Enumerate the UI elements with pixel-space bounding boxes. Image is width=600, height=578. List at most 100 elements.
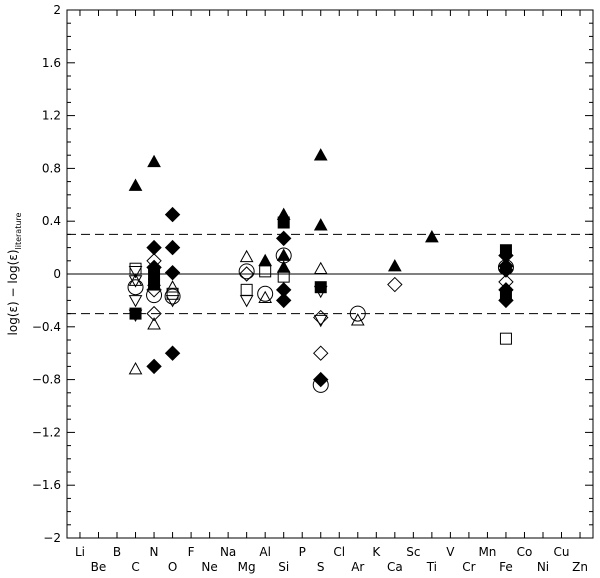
x-tick-label: Al: [259, 545, 271, 559]
y-axis-label-main: log(ε) − log(ε): [6, 249, 20, 335]
data-point-circle-open: [349, 305, 366, 322]
data-point-circle-open: [257, 285, 274, 302]
x-tick-label: S: [317, 560, 325, 574]
data-point-diamond-filled: [164, 239, 181, 256]
data-point-diamond-filled: [164, 264, 181, 281]
data-point-circle-open: [238, 263, 255, 280]
data-point-tri-up-filled: [276, 260, 291, 273]
y-tick-label: 0: [53, 267, 61, 281]
data-point-tri-down-open: [165, 295, 180, 308]
reference-lines: [67, 233, 593, 315]
data-point-tri-up-open: [350, 313, 365, 326]
data-point-circle-open: [312, 376, 329, 393]
data-point-tri-down-open: [128, 275, 143, 288]
data-point-tri-up-open: [165, 280, 180, 293]
data-point-square-filled: [148, 278, 161, 291]
data-point-square-open: [499, 332, 512, 345]
data-point-square-open: [166, 287, 179, 300]
data-point-circle-open: [127, 279, 144, 296]
data-point-tri-up-filled: [313, 148, 328, 161]
data-point-diamond-open: [146, 305, 162, 322]
x-tick-label: Co: [517, 545, 533, 559]
x-tick-label: Ti: [426, 560, 437, 574]
x-tick-label: Ca: [387, 560, 403, 574]
x-tick-label: Na: [220, 545, 236, 559]
data-point-tri-up-open: [239, 249, 254, 263]
x-tick-label: Cl: [333, 545, 345, 559]
data-point-diamond-filled: [146, 239, 162, 256]
x-tick-label: Fe: [499, 560, 513, 574]
x-tick-label: C: [131, 560, 139, 574]
x-tick-label: B: [113, 545, 121, 559]
data-point-tri-down-open: [313, 314, 328, 328]
y-tick-label: 2: [53, 3, 61, 17]
y-axis: 2 1.6 1.2 0.8 0.4 0 −0.4 −0.8 −1.2 −1.6 −2: [32, 3, 593, 545]
x-tick-label: N: [150, 545, 159, 559]
data-point-diamond-open: [387, 276, 403, 293]
data-point-diamond-filled: [146, 358, 162, 375]
data-points: [127, 148, 514, 393]
y-axis-label: log(ε) − log(ε)literature: [6, 212, 23, 335]
data-point-tri-up-open: [128, 362, 143, 375]
data-point-tri-up-filled: [313, 218, 328, 231]
data-point-diamond-filled: [498, 292, 514, 309]
data-point-tri-down-open: [128, 295, 143, 308]
x-tick-label: Cu: [554, 545, 570, 559]
data-point-diamond-filled: [275, 292, 292, 309]
x-tick-label: Cr: [462, 560, 475, 574]
x-tick-label: K: [372, 545, 381, 559]
data-point-square-filled: [277, 216, 290, 229]
data-point-tri-down-open: [128, 266, 143, 279]
x-tick-label: Li: [75, 545, 85, 559]
y-axis-label-subscript: literature: [14, 212, 23, 249]
data-point-tri-up-open: [313, 261, 328, 275]
data-point-diamond-filled: [164, 206, 181, 223]
data-point-square-filled: [129, 307, 142, 320]
data-point-tri-down-open: [128, 309, 143, 322]
data-point-diamond-filled: [164, 345, 181, 361]
data-point-square-open: [240, 283, 253, 296]
data-point-square-open: [259, 265, 272, 278]
data-point-diamond-filled: [498, 262, 514, 278]
x-tick-label: Ne: [201, 560, 217, 574]
x-tick-label: Sc: [406, 545, 420, 559]
y-tick-label: −1.6: [32, 478, 61, 492]
data-point-tri-up-filled: [387, 259, 402, 272]
data-point-square-open: [129, 262, 142, 275]
x-tick-label: Ni: [537, 560, 549, 574]
y-tick-label: −1.2: [32, 425, 61, 439]
y-tick-label: −0.8: [32, 373, 61, 387]
x-tick-label: Mn: [478, 545, 496, 559]
x-tick-label: Ar: [351, 560, 364, 574]
data-point-diamond-filled: [275, 230, 292, 247]
x-tick-label: F: [188, 545, 195, 559]
data-point-tri-up-filled: [276, 248, 291, 261]
data-point-circle-open: [146, 287, 163, 304]
data-point-tri-up-filled: [425, 230, 439, 243]
y-tick-label: −2: [43, 531, 61, 545]
x-tick-label: Si: [278, 560, 289, 574]
data-point-tri-up-filled: [258, 253, 273, 267]
data-point-diamond-open: [146, 282, 162, 298]
x-tick-label: P: [299, 545, 306, 559]
x-tick-label: O: [168, 560, 177, 574]
y-tick-label: −0.4: [32, 320, 61, 334]
data-point-tri-up-filled: [128, 178, 143, 191]
x-tick-label: Be: [91, 560, 107, 574]
data-point-square-open: [277, 270, 290, 283]
x-tick-label: Mg: [238, 560, 256, 574]
data-point-tri-up-filled: [147, 154, 161, 168]
data-point-diamond-open: [238, 266, 255, 282]
y-tick-label: 0.4: [42, 214, 61, 228]
data-point-tri-up-open: [147, 317, 161, 330]
data-point-tri-down-open: [239, 295, 254, 308]
data-point-diamond-open: [313, 345, 329, 361]
x-tick-label: V: [446, 545, 455, 559]
x-tick-label: Zn: [572, 560, 588, 574]
y-tick-label: 1.2: [42, 109, 61, 123]
y-tick-label: 0.8: [42, 161, 61, 175]
data-point-tri-up-open: [258, 290, 273, 304]
data-point-tri-down-open: [313, 285, 328, 299]
